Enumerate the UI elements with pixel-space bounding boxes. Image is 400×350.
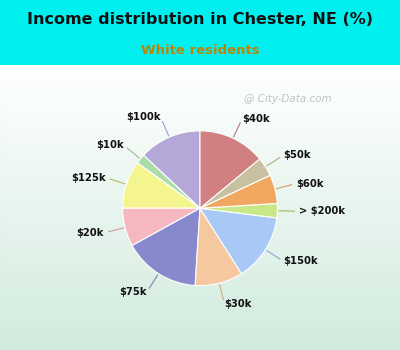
Bar [0, 338, 400, 344]
Bar [0, 202, 400, 208]
Wedge shape [122, 208, 200, 246]
Bar [0, 276, 400, 282]
Bar [0, 99, 400, 105]
Wedge shape [195, 208, 242, 286]
Bar [0, 82, 400, 88]
Bar [0, 162, 400, 168]
Text: $20k: $20k [77, 228, 104, 238]
Wedge shape [200, 159, 270, 208]
Bar [0, 105, 400, 111]
Bar [0, 185, 400, 190]
Bar [0, 208, 400, 213]
Bar [0, 88, 400, 93]
Bar [0, 116, 400, 122]
Wedge shape [122, 163, 200, 208]
Wedge shape [200, 175, 277, 208]
Bar [0, 150, 400, 156]
Bar [0, 93, 400, 99]
Wedge shape [200, 203, 278, 218]
Bar [0, 219, 400, 225]
Bar [0, 128, 400, 133]
Bar [0, 344, 400, 350]
Text: $30k: $30k [225, 299, 252, 309]
Bar [0, 71, 400, 76]
Bar [0, 122, 400, 128]
Text: $50k: $50k [284, 150, 311, 160]
Text: White residents: White residents [141, 44, 259, 57]
Bar [0, 225, 400, 230]
Bar [0, 293, 400, 299]
Text: Income distribution in Chester, NE (%): Income distribution in Chester, NE (%) [27, 12, 373, 27]
Bar [0, 322, 400, 327]
Bar [0, 179, 400, 185]
Bar [0, 270, 400, 276]
Wedge shape [137, 155, 200, 208]
Bar [0, 253, 400, 259]
Text: $60k: $60k [296, 178, 324, 189]
Bar [0, 133, 400, 139]
Text: $75k: $75k [119, 287, 147, 297]
Text: $40k: $40k [242, 114, 270, 124]
Bar [0, 145, 400, 150]
Text: $125k: $125k [71, 173, 106, 183]
Text: $10k: $10k [96, 140, 124, 150]
Wedge shape [200, 131, 260, 208]
Bar [0, 196, 400, 202]
Bar [0, 316, 400, 322]
Bar [0, 259, 400, 265]
Bar [0, 76, 400, 82]
Bar [0, 139, 400, 145]
Bar [0, 173, 400, 179]
Bar [0, 282, 400, 287]
Bar [0, 65, 400, 71]
Text: > $200k: > $200k [299, 206, 345, 216]
Bar [0, 242, 400, 247]
Bar [0, 230, 400, 236]
Bar [0, 190, 400, 196]
Bar [0, 333, 400, 338]
Bar [0, 213, 400, 219]
Bar [0, 299, 400, 304]
Text: $100k: $100k [126, 112, 161, 122]
Bar [0, 327, 400, 333]
Text: $150k: $150k [284, 256, 318, 266]
Bar [0, 287, 400, 293]
Bar [0, 236, 400, 242]
Bar [0, 310, 400, 316]
Wedge shape [144, 131, 200, 208]
Bar [0, 156, 400, 162]
Bar [0, 265, 400, 270]
Text: @ City-Data.com: @ City-Data.com [244, 94, 332, 104]
Bar [0, 168, 400, 173]
Bar [0, 247, 400, 253]
Bar [0, 111, 400, 116]
Wedge shape [132, 208, 200, 286]
Wedge shape [200, 208, 277, 274]
Bar [0, 304, 400, 310]
